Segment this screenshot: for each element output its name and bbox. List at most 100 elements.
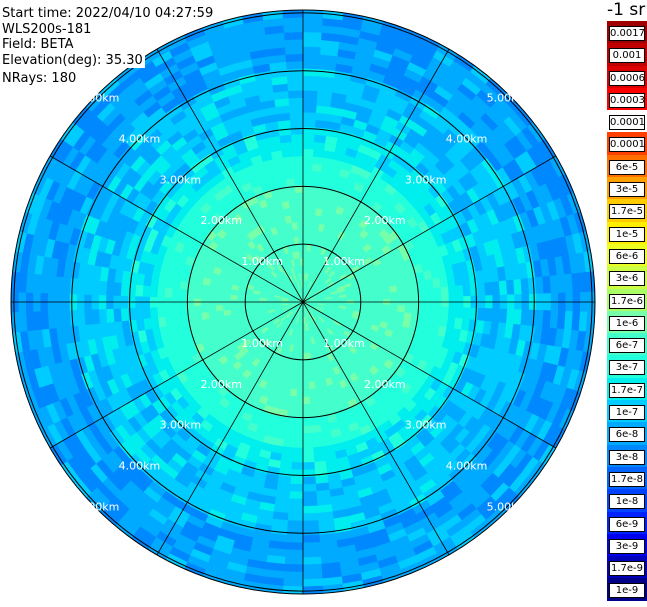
ppi-cell bbox=[302, 374, 309, 383]
ppi-cell bbox=[367, 289, 376, 296]
ppi-cell bbox=[284, 556, 304, 566]
ppi-cell bbox=[404, 290, 413, 299]
ppi-cell bbox=[289, 207, 298, 216]
ppi-cell bbox=[309, 192, 319, 202]
ppi-cell bbox=[134, 307, 144, 320]
ppi-cell bbox=[469, 283, 479, 297]
colorbar-level-label: 3e-6 bbox=[609, 271, 645, 287]
range-ring-label: 5.00km bbox=[78, 92, 120, 105]
ppi-cell bbox=[287, 192, 297, 202]
azimuth-spoke bbox=[302, 48, 450, 303]
ppi-cell bbox=[229, 304, 238, 310]
colorbar-level: 6e-8 bbox=[607, 422, 647, 445]
ppi-cell bbox=[339, 297, 347, 301]
ppi-cell bbox=[513, 309, 523, 326]
ppi-cell bbox=[302, 527, 320, 536]
ppi-cell bbox=[288, 90, 304, 99]
ppi-cell bbox=[281, 200, 291, 210]
ppi-cell bbox=[208, 310, 217, 319]
ppi-cell bbox=[298, 360, 304, 368]
azimuth-spoke bbox=[156, 301, 304, 556]
colorbar-level: 1e-8 bbox=[607, 489, 647, 512]
range-ring-label: 4.00km bbox=[446, 460, 488, 473]
ppi-cell bbox=[484, 308, 493, 323]
ppi-cell bbox=[287, 75, 304, 84]
ppi-cell bbox=[288, 395, 297, 405]
ppi-cell bbox=[302, 141, 315, 150]
ppi-cell bbox=[285, 534, 304, 544]
range-ring-label: 1.00km bbox=[323, 255, 365, 268]
range-ring-label: 3.00km bbox=[160, 173, 202, 186]
ppi-cell bbox=[520, 309, 530, 326]
ppi-cell bbox=[287, 82, 304, 92]
ppi-cell bbox=[312, 156, 324, 165]
range-ring-label: 2.00km bbox=[200, 214, 242, 227]
ppi-cell bbox=[535, 309, 544, 328]
ppi-cell bbox=[200, 305, 209, 313]
ppi-cell bbox=[302, 163, 313, 172]
ppi-cell bbox=[375, 293, 384, 300]
ppi-cell bbox=[306, 359, 313, 368]
colorbar-level-label: 3e-9 bbox=[609, 538, 645, 554]
ppi-cell bbox=[287, 402, 297, 412]
ppi-cell bbox=[302, 578, 324, 587]
colorbar-level: 1e-9 bbox=[607, 578, 647, 601]
ppi-plot: 1.00km 1.00km 1.00km 1.00km 2.00km 2.00km 2.00… bbox=[10, 9, 596, 595]
ppi-cell bbox=[302, 512, 319, 522]
ppi-cell bbox=[288, 498, 304, 507]
ppi-cell bbox=[291, 462, 304, 471]
ppi-cell bbox=[302, 425, 313, 434]
ppi-cell bbox=[289, 388, 298, 397]
colorbar-level-label: 6e-9 bbox=[609, 516, 645, 532]
colorbar-level: 0.0006 bbox=[607, 65, 647, 88]
ppi-cell bbox=[389, 304, 399, 313]
colorbar-level-label: 0.0017 bbox=[609, 26, 645, 41]
ppi-cell bbox=[312, 439, 324, 448]
ppi-cell bbox=[302, 498, 318, 507]
ppi-cell bbox=[215, 310, 225, 318]
ppi-cell bbox=[291, 141, 304, 150]
ppi-cell bbox=[313, 380, 322, 389]
colorbar-level: 1.7e-7 bbox=[607, 377, 647, 401]
ppi-cell bbox=[215, 304, 224, 312]
ppi-cell bbox=[308, 388, 317, 397]
ppi-cell bbox=[284, 170, 295, 180]
ppi-cell bbox=[193, 290, 202, 299]
ppi-cell bbox=[282, 439, 294, 448]
colorbar-level: 0.0001 bbox=[607, 132, 647, 155]
ppi-cell bbox=[498, 308, 508, 324]
ppi-cell bbox=[527, 309, 537, 327]
ppi-cell bbox=[302, 491, 317, 500]
ppi-cell bbox=[293, 170, 304, 179]
range-ring-label: 3.00km bbox=[405, 173, 447, 186]
ppi-cell bbox=[417, 280, 427, 291]
ppi-cell bbox=[389, 291, 399, 300]
colorbar-level: 6e-6 bbox=[607, 243, 647, 267]
ppi-cell bbox=[290, 214, 298, 223]
ppi-cell bbox=[156, 286, 166, 298]
ppi-cell bbox=[498, 280, 508, 296]
ppi-cell bbox=[283, 24, 304, 33]
ppi-cell bbox=[462, 284, 472, 297]
ppi-cell bbox=[83, 309, 93, 326]
ppi-cell bbox=[302, 520, 319, 529]
ppi-cell bbox=[91, 308, 100, 325]
ppi-cell bbox=[302, 418, 312, 427]
colorbar-level: 1.7e-9 bbox=[607, 556, 647, 579]
ppi-cell bbox=[302, 46, 322, 55]
ppi-cell bbox=[308, 381, 316, 390]
ppi-cell bbox=[285, 53, 304, 62]
ppi-cell bbox=[313, 460, 327, 470]
ppi-cell bbox=[296, 381, 304, 390]
colorbar-level: 0.0017 bbox=[607, 21, 647, 44]
ppi-cell bbox=[294, 177, 304, 186]
ppi-cell bbox=[62, 276, 71, 295]
ppi-cell bbox=[542, 310, 552, 329]
ppi-cell bbox=[433, 306, 442, 317]
ppi-cell bbox=[279, 134, 293, 144]
ppi-cell bbox=[295, 403, 304, 412]
ppi-heatmap-cells bbox=[10, 9, 596, 595]
ppi-cell bbox=[156, 306, 166, 318]
ppi-cell bbox=[193, 305, 202, 314]
ppi-cell bbox=[302, 38, 322, 48]
